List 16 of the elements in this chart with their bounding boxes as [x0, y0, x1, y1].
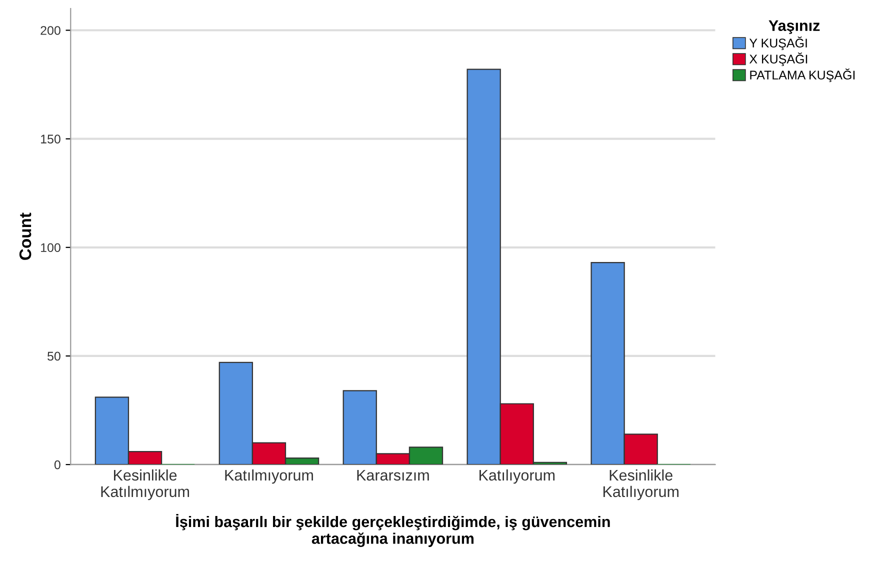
- x-tick-label: Katılıyorum: [480, 469, 555, 484]
- x-axis-title: İşimi başarılı bir şekilde gerçekleştirdiğimde, iş güvencemin artacağına inanıyorum: [176, 514, 610, 548]
- x-tick-label: Kesinlikle Katılmıyorum: [101, 469, 190, 500]
- x-tick-label: Katılmıyorum: [225, 469, 313, 484]
- y-tick-label: 100: [41, 243, 60, 252]
- y-tick-label: 0: [54, 460, 60, 470]
- y-tick-label: 50: [48, 352, 60, 361]
- x-tick-label: Kararsızım: [357, 470, 429, 481]
- legend-title: Yaşınız: [768, 20, 820, 34]
- x-tick-label: Kesinlikle Katılıyorum: [603, 469, 678, 500]
- y-tick-label: 200: [40, 26, 60, 35]
- legend-label: Y KUŞAĞI: [749, 36, 807, 50]
- y-axis-title: Count: [19, 212, 32, 260]
- legend-label: PATLAMA KUŞAĞI: [750, 68, 855, 82]
- legend-label: X KUŞAĞI: [749, 52, 808, 66]
- y-tick-label: 150: [41, 134, 60, 144]
